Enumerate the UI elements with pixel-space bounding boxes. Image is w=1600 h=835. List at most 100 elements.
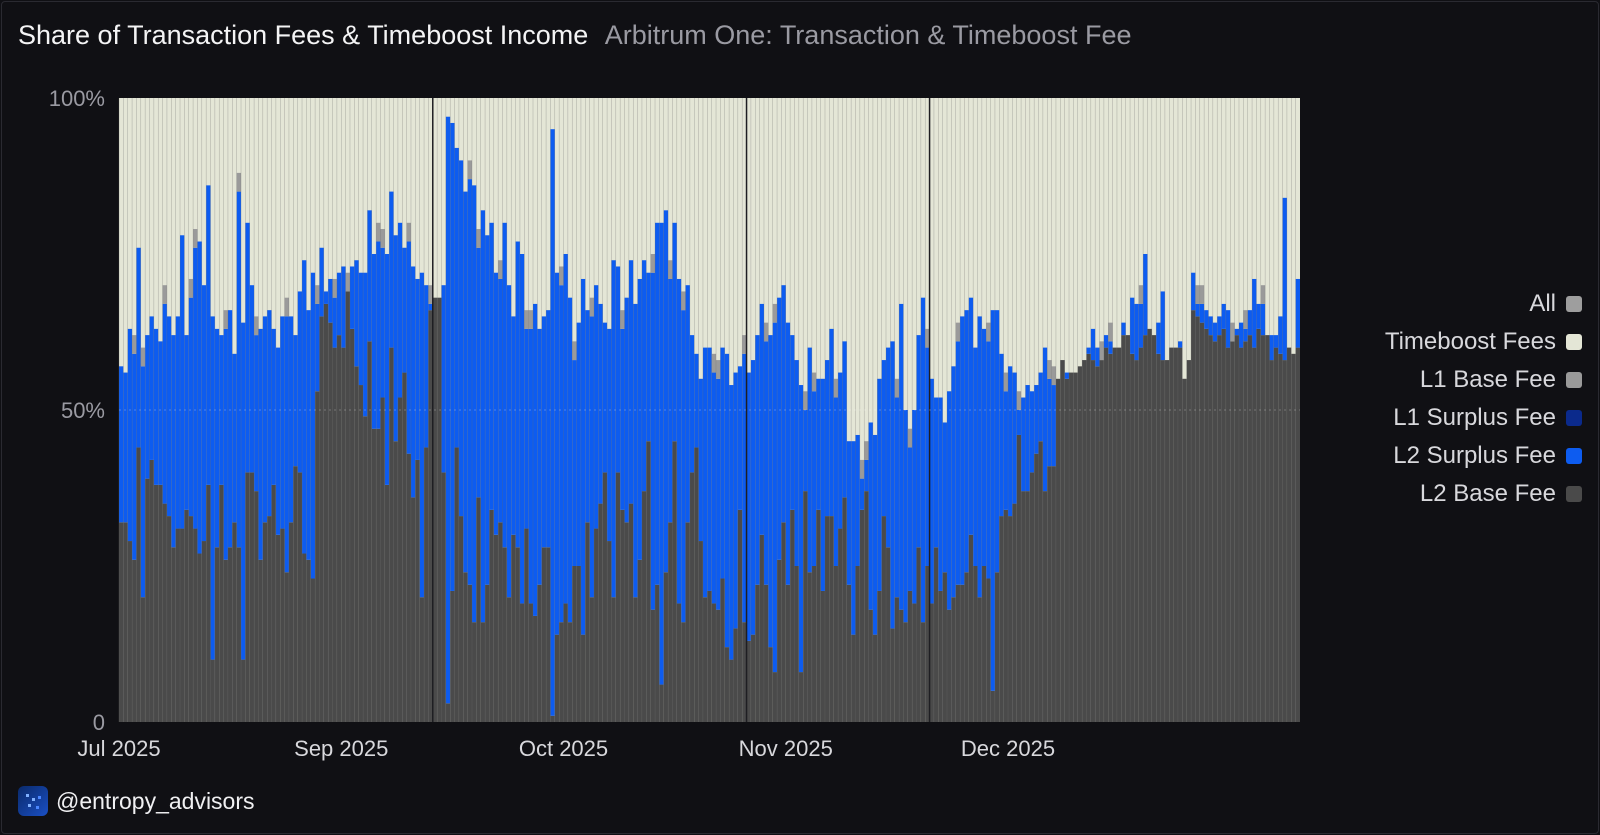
legend-item-timeboost-fees[interactable]: Timeboost Fees [1385,328,1582,356]
bar-l1-base-fee [162,285,167,304]
bar-l2-surplus-fee [197,241,202,554]
bar-l2-base-fee [829,516,834,722]
bar-l1-base-fee [742,335,747,354]
bar-l2-base-fee [585,522,590,722]
bar-l2-base-fee [1064,378,1070,722]
bar-l2-surplus-fee [1016,410,1022,435]
bar-l2-base-fee [467,584,472,722]
bar-l2-surplus-fee [537,328,542,585]
bar-l1-base-fee [1260,285,1266,304]
bar-l2-surplus-fee [210,316,215,660]
bar-l2-surplus-fee [480,210,486,623]
bar-l2-surplus-fee [1252,278,1257,348]
bar-l2-surplus-fee [990,310,995,691]
bar-l2-surplus-fee [729,385,734,660]
bar-l2-surplus-fee [824,360,830,517]
bar-l2-base-fee [271,484,276,722]
bar-l2-base-fee [947,609,952,722]
bar-l2-surplus-fee [1121,322,1126,336]
bar-l2-base-fee [594,528,599,722]
bar-l2-surplus-fee [476,247,481,498]
bar-l1-base-fee [716,360,721,379]
legend-item-l1-surplus-fee[interactable]: L1 Surplus Fee [1393,404,1582,432]
bar-l2-surplus-fee [1095,347,1100,367]
bar-l2-base-fee [724,647,730,722]
bar-l2-base-fee [633,597,638,722]
bar-l1-base-fee [1016,391,1022,410]
bar-l2-base-fee [1090,360,1096,722]
bar-l2-base-fee [1008,516,1013,722]
bar-l2-base-fee [720,578,725,722]
bar-l2-surplus-fee [977,316,982,598]
legend-item-l1-base-fee[interactable]: L1 Base Fee [1420,366,1582,394]
bar-l2-base-fee [894,597,900,722]
bar-l2-base-fee [1073,372,1078,722]
bar-l2-surplus-fee [655,222,660,585]
bar-l2-base-fee [698,541,703,722]
legend-item-l2-base-fee[interactable]: L2 Base Fee [1420,480,1582,508]
bar-l2-surplus-fee [864,459,869,492]
bar-l2-surplus-fee [402,247,407,373]
bar-l2-base-fee [201,541,207,722]
bar-l2-surplus-fee [223,328,228,560]
legend-item-all[interactable]: All [1529,290,1582,318]
bar-l2-base-fee [249,472,255,722]
bar-l2-surplus-fee [899,303,904,610]
bar-l2-surplus-fee [1208,316,1213,336]
bar-l1-base-fee [864,441,869,460]
bar-l2-base-fee [1160,360,1165,722]
bar-l2-surplus-fee [1138,303,1144,348]
bar-l2-base-fee [890,628,895,722]
bar-l2-surplus-fee [245,222,250,473]
bar-l2-surplus-fee [328,278,333,323]
bar-l2-base-fee [441,472,446,722]
bar-l2-base-fee [533,615,538,722]
bar-l2-surplus-fee [1003,391,1009,510]
bar-l2-base-fee [275,534,281,722]
bar-l2-surplus-fee [633,303,638,598]
bar-l1-base-fee [559,266,564,286]
bar-l2-surplus-fee [881,360,886,517]
bar-l1-base-fee [528,310,534,329]
bar-l2-surplus-fee [641,260,647,492]
bar-l2-base-fee [920,622,926,722]
bar-l2-base-fee [1230,341,1235,722]
bar-l2-surplus-fee [1217,316,1222,336]
bar-l2-base-fee [389,347,394,722]
bar-l2-base-fee [175,528,181,722]
bar-l2-surplus-fee [872,434,878,635]
bar-l2-surplus-fee [964,310,969,573]
y-tick-label: 100% [49,86,105,111]
bar-l1-base-fee [1047,360,1052,379]
bar-l1-base-fee [380,229,385,248]
bar-l2-base-fee [1199,322,1205,722]
bar-l2-surplus-fee [393,235,398,442]
bar-l2-base-fee [994,572,1000,722]
bar-l2-surplus-fee [267,310,272,517]
bar-l2-base-fee [872,634,878,722]
bar-l2-base-fee [646,441,651,722]
bar-l2-surplus-fee [358,272,364,386]
bar-l2-base-fee [925,566,930,722]
chart-legend: All Timeboost Fees L1 Base Fee L1 Surplu… [1385,290,1582,508]
bar-l2-base-fee [951,597,956,722]
bar-l2-surplus-fee [1278,316,1283,354]
bar-l2-surplus-fee [410,266,416,498]
x-tick-label: Nov 2025 [739,736,833,761]
bar-l2-base-fee [1278,353,1283,722]
bar-l2-surplus-fee [759,303,764,535]
bar-l2-surplus-fee [323,291,329,304]
bar-l2-surplus-fee [685,285,690,523]
bar-l1-base-fee [236,172,242,192]
bar-l2-base-fee [1086,353,1091,722]
legend-item-l2-surplus-fee[interactable]: L2 Surplus Fee [1393,442,1582,470]
bar-l2-base-fee [885,547,891,722]
bar-l1-base-fee [1003,372,1009,392]
bar-l2-base-fee [572,566,577,722]
bar-l2-surplus-fee [467,179,472,585]
bar-l2-base-fee [816,509,821,722]
author-handle[interactable]: @entropy_advisors [56,787,255,814]
bar-l2-surplus-fee [785,322,791,585]
bar-l2-surplus-fee [781,285,786,523]
bar-l2-surplus-fee [541,316,547,548]
